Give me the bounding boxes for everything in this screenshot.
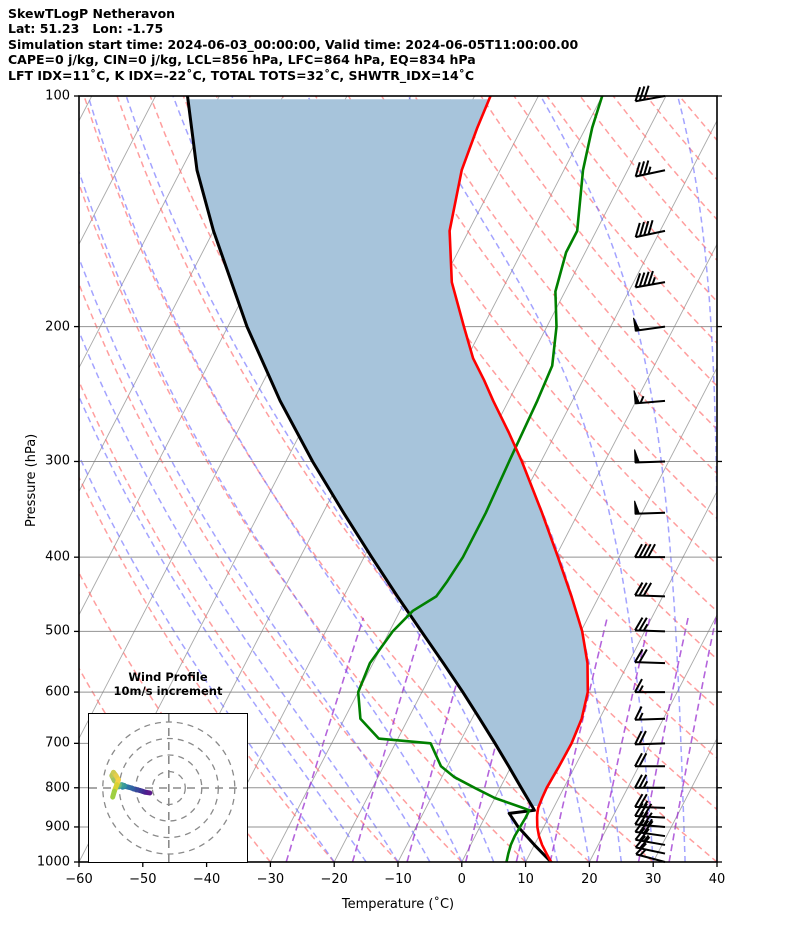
wind-barb (634, 730, 666, 746)
y-axis-tick-label: 300 (45, 453, 70, 469)
hodograph-title-line2: 10m/s increment (113, 683, 223, 698)
wind-barb (634, 582, 666, 598)
header-block: SkewTLogP Netheravon Lat: 51.23 Lon: -1.… (8, 6, 788, 83)
hodograph-title-line1: Wind Profile (128, 670, 208, 684)
y-axis-tick-label: 700 (45, 735, 70, 751)
wind-barb-column (632, 85, 666, 863)
parcel-path-curve (186, 96, 553, 862)
wind-barb (634, 219, 666, 239)
x-axis-tick-label: −10 (384, 872, 412, 887)
x-axis-tick-label: 0 (457, 872, 466, 887)
wind-barb (634, 500, 666, 515)
wind-barb (634, 827, 666, 846)
header-indices1: CAPE=0 j/kg, CIN=0 j/kg, LCL=856 hPa, LF… (8, 52, 476, 68)
wind-barb (634, 449, 666, 464)
hodograph-svg (89, 714, 247, 862)
y-axis-tick-label: 800 (45, 780, 70, 796)
wind-barb (634, 811, 666, 828)
parcel-environment-shading (187, 99, 588, 807)
hodograph-axes (89, 714, 247, 862)
wind-barb (634, 835, 666, 855)
x-axis-tick-label: 20 (581, 872, 598, 887)
wind-barb (632, 317, 666, 332)
header-title: SkewTLogP Netheravon (8, 6, 176, 21)
wind-barb (634, 819, 666, 838)
y-axis-tick-label: 100 (45, 88, 70, 104)
axes-frame (74, 95, 722, 867)
x-axis-tick-label: −20 (320, 872, 348, 887)
moist-adiabat-lines (79, 96, 717, 862)
y-axis-tick-label: 500 (45, 623, 70, 639)
header-latlon: Lat: 51.23 Lon: -1.75 (8, 21, 164, 37)
header-indices2: LFT IDX=11˚C, K IDX=-22˚C, TOTAL TOTS=32… (8, 67, 475, 83)
wind-barb (633, 390, 666, 405)
wind-barb (634, 617, 666, 633)
wind-barb (634, 752, 665, 768)
wind-barb (634, 706, 666, 721)
wind-barb (634, 543, 665, 559)
header-times: Simulation start time: 2024-06-03_00:00:… (8, 36, 579, 52)
x-axis-tick-label: 30 (644, 872, 662, 887)
wind-barb (634, 793, 666, 809)
x-axis-tick-label: −50 (129, 872, 157, 887)
y-axis-tick-label: 600 (45, 684, 70, 700)
wind-barb (634, 648, 666, 665)
wind-barb (634, 270, 666, 289)
y-axis-tick-label: 400 (45, 549, 70, 565)
wind-barb (634, 802, 666, 819)
y-axis-tick-label: 1000 (36, 854, 70, 870)
x-axis-title: Temperature (˚C) (341, 897, 455, 912)
wind-barb (634, 774, 665, 789)
x-axis-tick-label: −40 (192, 872, 221, 887)
x-axis-tick-label: −60 (65, 872, 93, 887)
x-axis-tick-label: 40 (708, 872, 726, 887)
hodograph-box (88, 713, 248, 863)
y-axis-title: Pressure (hPa) (24, 433, 39, 527)
temperature-curve (448, 96, 590, 862)
wind-barb (634, 85, 666, 103)
y-axis-tick-label: 200 (45, 319, 70, 335)
hodograph-wind-trace (109, 769, 153, 800)
y-axis-tick-label: 900 (45, 819, 70, 835)
dewpoint-curve (356, 96, 604, 862)
x-axis-tick-label: −30 (256, 872, 285, 887)
wind-barb (634, 160, 666, 178)
wind-barb (634, 678, 665, 694)
background-lines (79, 96, 717, 862)
x-axis-tick-label: 10 (517, 872, 534, 887)
